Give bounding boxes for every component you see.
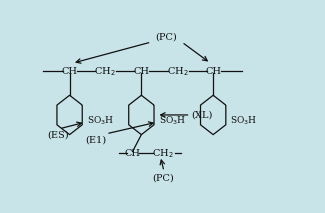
Text: CH: CH (124, 149, 140, 158)
Text: (PC): (PC) (152, 174, 174, 183)
Text: (PC): (PC) (156, 33, 177, 42)
Text: CH: CH (133, 67, 150, 76)
Text: (XL): (XL) (192, 111, 213, 119)
Text: CH$_2$: CH$_2$ (167, 65, 189, 78)
Text: (E1): (E1) (85, 136, 107, 145)
Text: SO$_3$H: SO$_3$H (87, 114, 114, 127)
Text: CH$_2$: CH$_2$ (94, 65, 116, 78)
Text: SO$_3$H: SO$_3$H (230, 114, 258, 127)
Text: CH: CH (205, 67, 221, 76)
Text: CH$_2$: CH$_2$ (152, 147, 174, 160)
Text: CH: CH (62, 67, 78, 76)
Text: (ES): (ES) (47, 130, 69, 139)
Text: SO$_3$H: SO$_3$H (159, 114, 186, 127)
